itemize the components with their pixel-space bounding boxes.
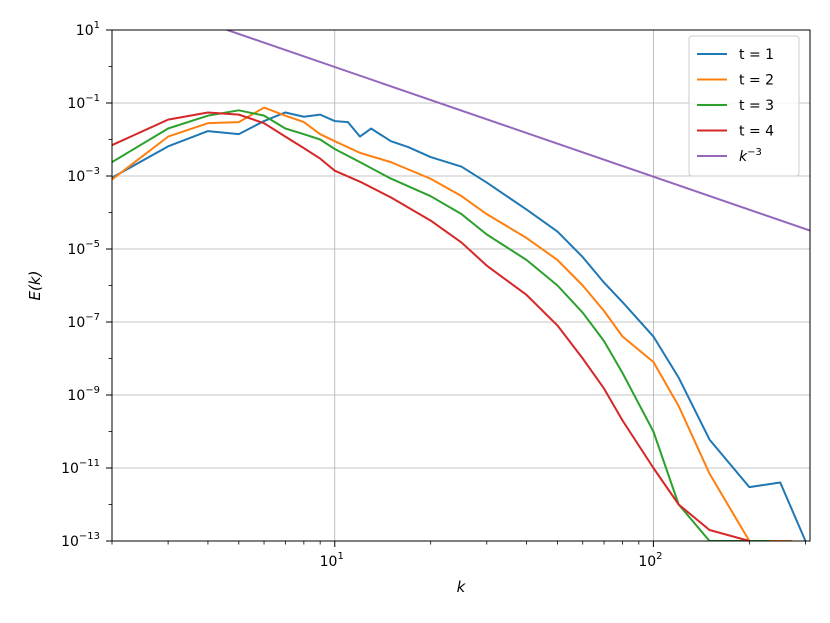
legend-label-2: t = 2 bbox=[739, 73, 774, 89]
x-tick-label-base: 10 bbox=[638, 554, 656, 570]
series-line-4 bbox=[112, 111, 751, 541]
y-tick-label-base: 10 bbox=[67, 388, 85, 404]
y-tick-label-base: 10 bbox=[61, 534, 79, 550]
legend-box bbox=[688, 35, 800, 177]
y-tick-label: 10−7 bbox=[67, 312, 100, 331]
legend: t = 1 t = 2 t = 3 t = 4 k−3 bbox=[688, 35, 800, 177]
series-group bbox=[112, 30, 810, 541]
y-tick-label-exponent: −13 bbox=[79, 531, 100, 542]
y-tick-label-exponent: −3 bbox=[85, 166, 100, 177]
y-tick-label-base: 10 bbox=[67, 315, 85, 331]
y-tick-label-base: 10 bbox=[76, 23, 94, 39]
y-tick-label-exponent: −9 bbox=[85, 385, 100, 396]
legend-label-3: t = 3 bbox=[739, 98, 774, 114]
x-tick-label: 102 bbox=[638, 551, 662, 570]
y-tick-label-base: 10 bbox=[61, 461, 79, 477]
series-line-2 bbox=[112, 106, 792, 541]
legend-label-4: t = 4 bbox=[739, 124, 774, 140]
y-tick-label: 10−3 bbox=[67, 166, 100, 185]
y-tick-label: 10−5 bbox=[67, 239, 100, 258]
y-tick-label-base: 10 bbox=[67, 169, 85, 185]
series-line-5 bbox=[225, 30, 810, 232]
legend-label-1: t = 1 bbox=[739, 47, 774, 63]
series-line-1 bbox=[112, 111, 807, 541]
x-tick-label: 101 bbox=[320, 551, 344, 570]
y-tick-label: 10−1 bbox=[67, 93, 100, 112]
x-axis-label: k bbox=[457, 578, 467, 596]
x-tick-label-base: 10 bbox=[320, 554, 338, 570]
series-line-3 bbox=[112, 109, 770, 541]
y-tick-label-exponent: −11 bbox=[79, 458, 100, 469]
y-tick-label: 10−9 bbox=[67, 385, 100, 404]
x-tick-label-exponent: 1 bbox=[337, 551, 343, 562]
y-tick-label: 10−11 bbox=[61, 458, 100, 477]
y-tick-label-exponent: −1 bbox=[85, 93, 100, 104]
legend-label-5: k−3 bbox=[739, 147, 762, 165]
y-tick-label: 10−13 bbox=[61, 531, 100, 550]
y-tick-label-base: 10 bbox=[67, 96, 85, 112]
y-axis-label: E(k) bbox=[26, 271, 44, 301]
x-tick-label-exponent: 2 bbox=[656, 551, 662, 562]
legend-label-exponent: −3 bbox=[747, 147, 762, 158]
y-tick-label-base: 10 bbox=[67, 242, 85, 258]
y-tick-label: 101 bbox=[76, 20, 100, 39]
y-tick-label-exponent: −7 bbox=[85, 312, 100, 323]
legend-label-base: k bbox=[739, 149, 748, 165]
y-tick-label-exponent: 1 bbox=[94, 20, 100, 31]
y-tick-label-exponent: −5 bbox=[85, 239, 100, 250]
